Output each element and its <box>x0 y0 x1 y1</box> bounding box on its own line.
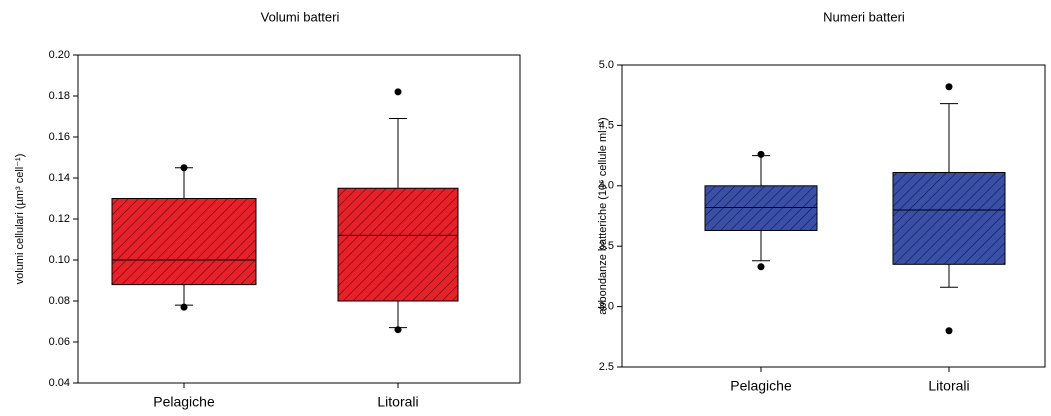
y-axis-label: abbondanze batteriche (10⁶ cellule ml⁻¹) <box>597 117 609 314</box>
outlier <box>180 164 188 172</box>
y-tick-label: 0.06 <box>49 336 70 348</box>
y-tick-label: 4.5 <box>599 119 614 131</box>
x-tick-label: Litorali <box>377 394 418 410</box>
outlier <box>180 303 188 311</box>
outlier <box>757 150 765 158</box>
y-tick-label: 0.12 <box>49 213 70 225</box>
y-tick-label: 0.14 <box>49 172 70 184</box>
y-tick-label: 0.18 <box>49 90 70 102</box>
box <box>704 185 818 231</box>
y-tick-label: 0.20 <box>49 49 70 61</box>
y-tick-label: 4.0 <box>599 180 614 192</box>
box <box>892 172 1006 265</box>
outlier <box>945 83 953 91</box>
chart-title: Numeri batteri <box>823 9 905 24</box>
plot-frame <box>621 64 1046 368</box>
outlier <box>394 326 402 334</box>
outlier <box>394 88 402 96</box>
plot-frame <box>77 54 521 384</box>
x-tick-label: Litorali <box>928 378 969 394</box>
y-tick-label: 3.5 <box>599 240 614 252</box>
y-tick-label: 0.04 <box>49 377 70 389</box>
y-tick-label: 0.08 <box>49 295 70 307</box>
x-tick-label: Pelagiche <box>730 378 792 394</box>
y-tick-label: 0.10 <box>49 254 70 266</box>
y-axis-label: volumi cellulari (µm³ cell⁻¹) <box>14 154 26 285</box>
y-tick-label: 3.0 <box>599 301 614 313</box>
x-tick-label: Pelagiche <box>153 394 215 410</box>
y-tick-label: 2.5 <box>599 361 614 373</box>
box <box>111 198 257 286</box>
y-tick-label: 5.0 <box>599 59 614 71</box>
y-tick-label: 0.16 <box>49 131 70 143</box>
outlier <box>757 263 765 271</box>
box <box>337 187 459 302</box>
chart-title: Volumi batteri <box>261 9 340 24</box>
outlier <box>945 327 953 335</box>
